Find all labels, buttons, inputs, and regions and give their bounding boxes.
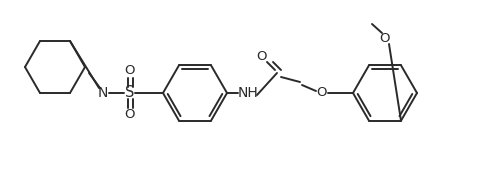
Text: O: O bbox=[316, 86, 327, 100]
Text: S: S bbox=[125, 86, 135, 101]
Text: N: N bbox=[98, 86, 108, 100]
Text: NH: NH bbox=[237, 86, 258, 100]
Text: O: O bbox=[379, 32, 390, 45]
Text: O: O bbox=[124, 64, 135, 78]
Text: O: O bbox=[124, 108, 135, 121]
Text: O: O bbox=[256, 51, 267, 63]
